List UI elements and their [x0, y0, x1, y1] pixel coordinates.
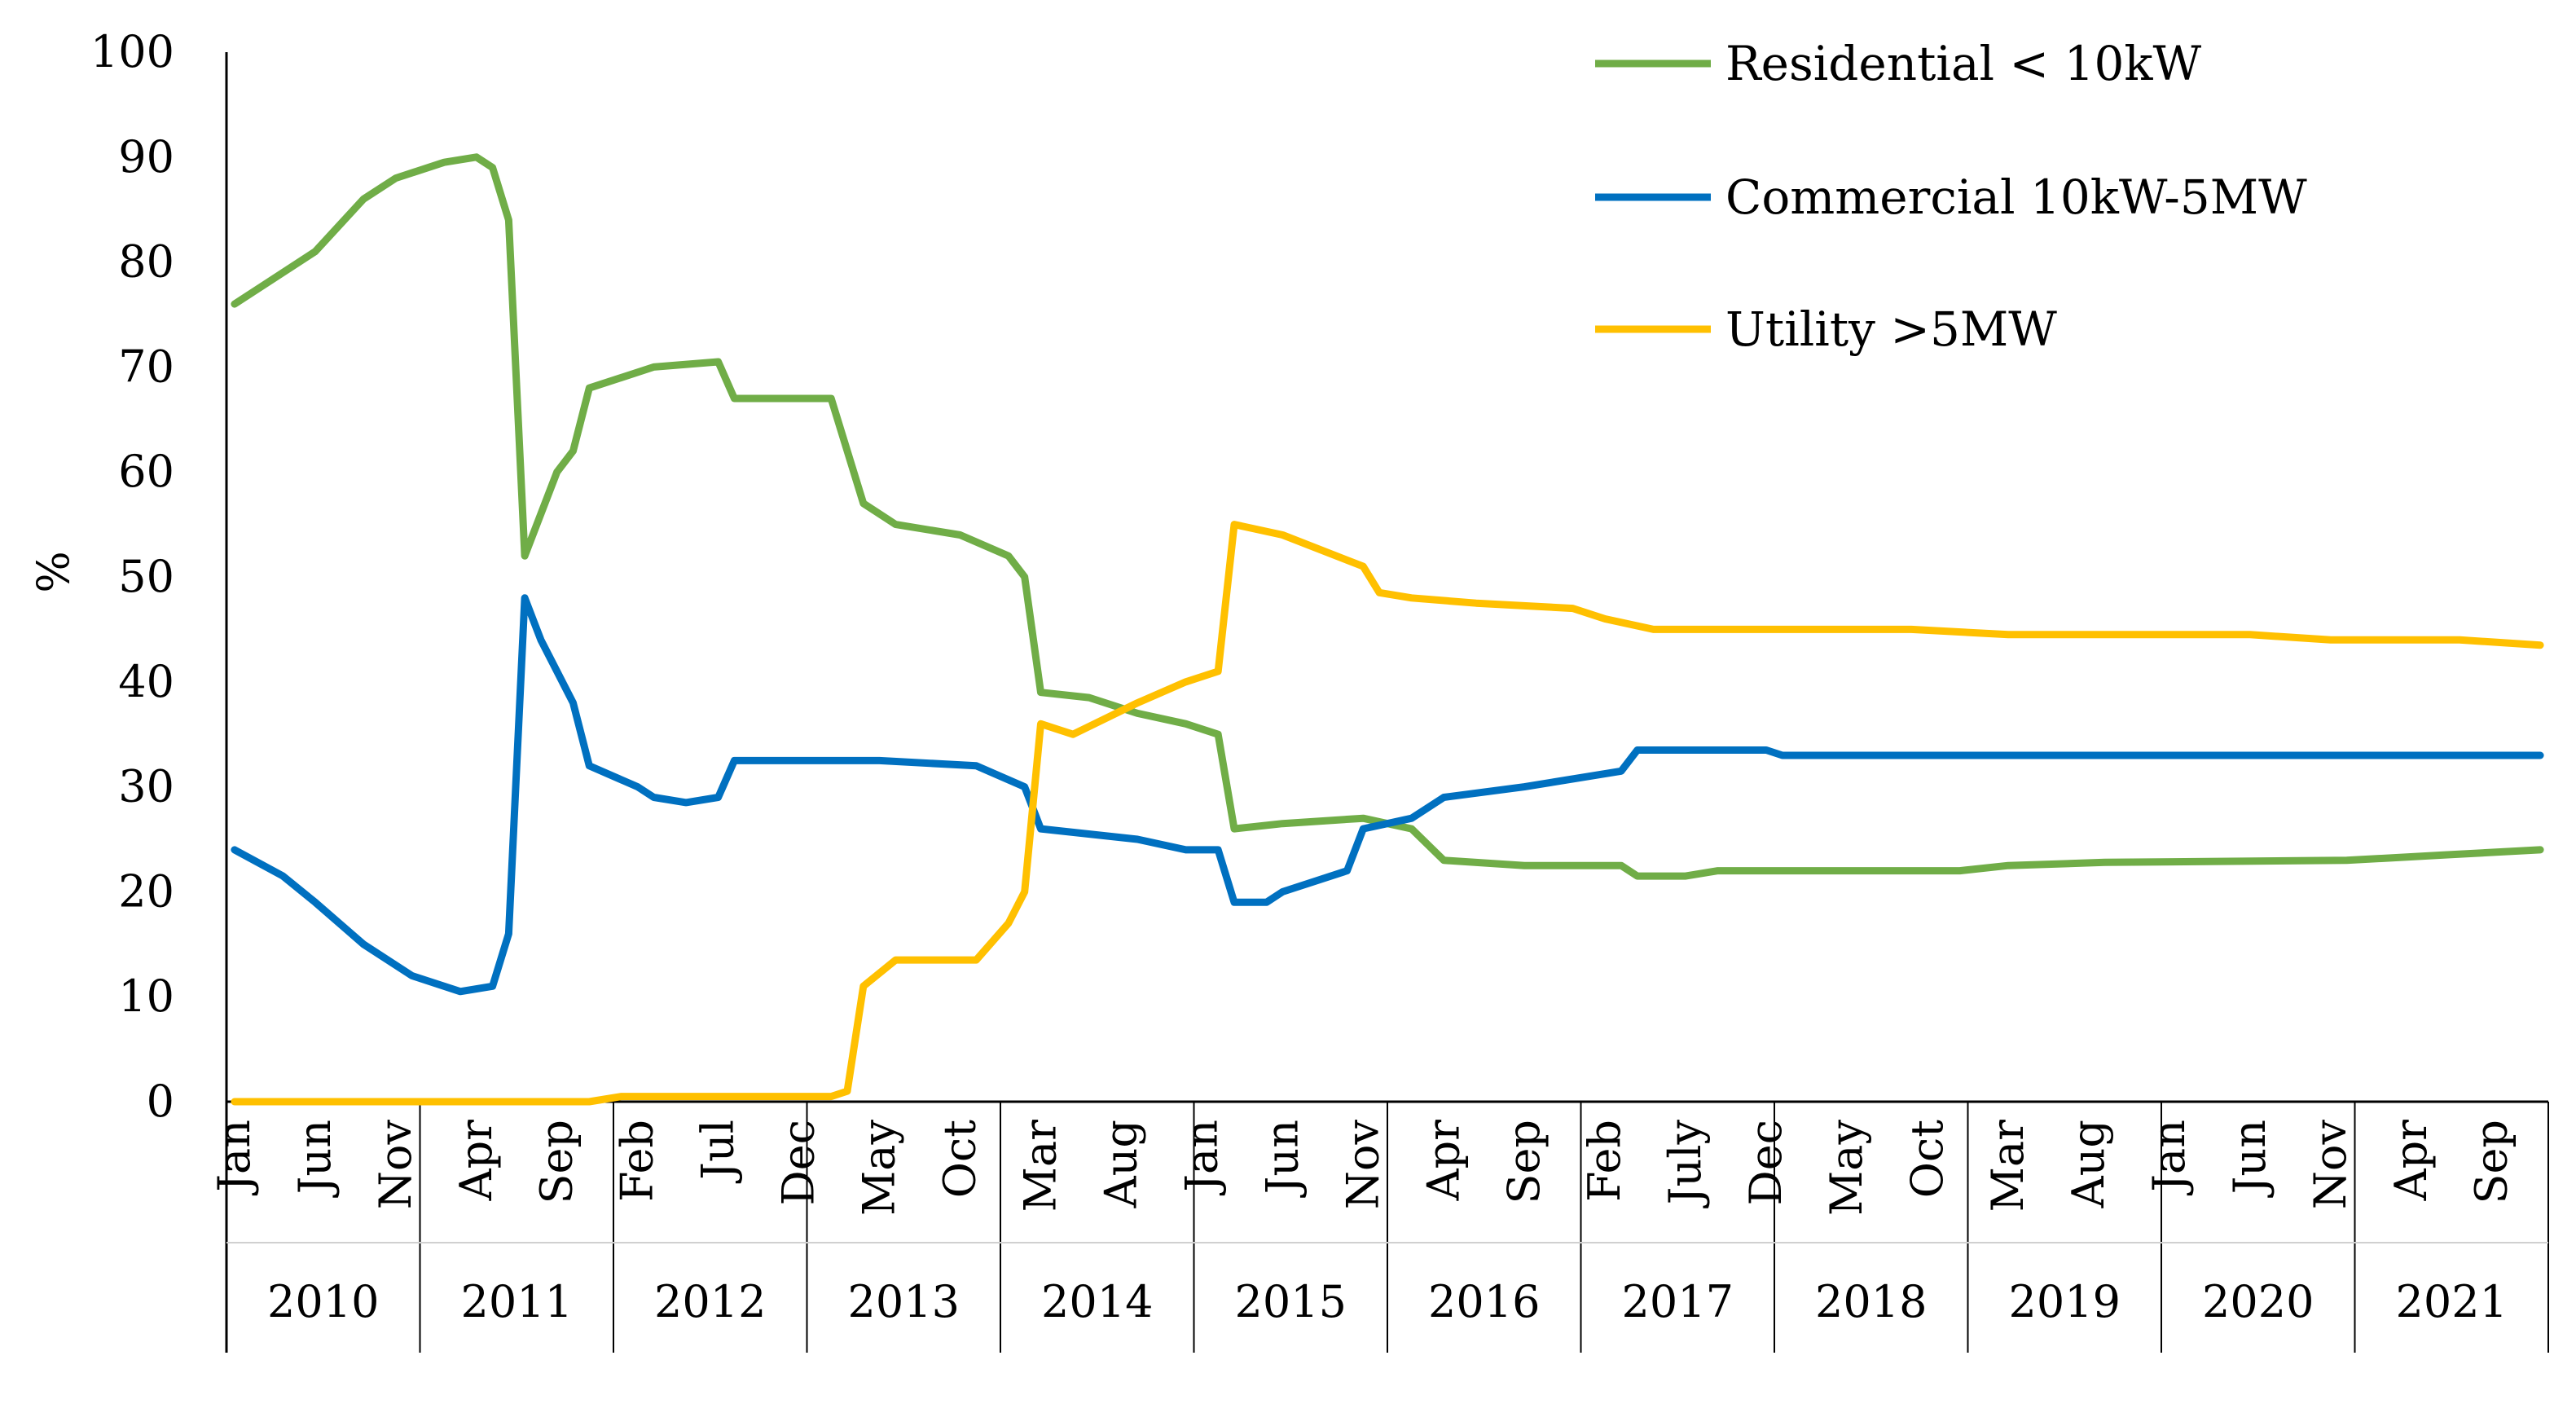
x-month-tick-label: July	[1659, 1120, 1711, 1209]
x-month-tick-label: Jan	[209, 1120, 260, 1196]
x-month-tick-label: Nov	[1337, 1120, 1388, 1210]
x-month-tick-label: Oct	[1901, 1120, 1953, 1199]
x-month-tick-labels: Jan Jun Nov Apr Sep Feb Jul Dec May Oct Mar Aug Jan J…	[209, 1120, 2517, 1216]
series-lines	[231, 153, 2544, 1106]
y-tick-label: 60	[118, 446, 174, 497]
legend-label-residential: Residential < 10kW	[1725, 36, 2202, 91]
x-year-tick-label: 2018	[1815, 1276, 1927, 1327]
x-year-tick-labels: 2010 2011 2012 2013 2014 2015 2016 2017 2018 2019…	[267, 1276, 2508, 1327]
x-month-tick-label: Jan	[2143, 1120, 2195, 1196]
legend-label-commercial: Commercial 10kW-5MW	[1725, 169, 2307, 225]
y-tick-label: 10	[118, 970, 174, 1022]
x-month-tick-label: Sep	[531, 1120, 582, 1204]
x-month-tick-label: Dec	[773, 1120, 824, 1206]
x-year-tick-label: 2017	[1622, 1276, 1734, 1327]
y-tick-label: 100	[90, 26, 174, 77]
x-year-tick-label: 2014	[1041, 1276, 1153, 1327]
x-year-tick-label: 2011	[461, 1276, 573, 1327]
x-month-tick-label: Jun	[1256, 1120, 1308, 1198]
x-axis-category-grid	[226, 1102, 2549, 1353]
x-year-tick-label: 2021	[2396, 1276, 2508, 1327]
x-year-tick-label: 2016	[1428, 1276, 1540, 1327]
y-tick-label: 70	[118, 341, 174, 392]
series-line-commercial	[231, 594, 2544, 996]
y-tick-labels: 0 10 20 30 40 50 60 70 80 90 100	[90, 26, 174, 1127]
y-tick-label: 20	[118, 865, 174, 917]
y-tick-label: 30	[118, 761, 174, 812]
x-month-tick-label: Mar	[1982, 1120, 2033, 1212]
y-tick-label: 80	[118, 236, 174, 288]
legend: Residential < 10kW Commercial 10kW-5MW U…	[1595, 36, 2307, 357]
legend-label-utility: Utility >5MW	[1725, 301, 2057, 357]
x-month-tick-label: Oct	[934, 1120, 986, 1199]
y-tick-label: 90	[118, 131, 174, 183]
x-year-tick-label: 2020	[2202, 1276, 2314, 1327]
x-year-tick-label: 2015	[1235, 1276, 1347, 1327]
x-month-tick-label: Jun	[2224, 1120, 2275, 1198]
x-month-tick-label: May	[1821, 1120, 1872, 1216]
x-month-tick-label: Nov	[2305, 1120, 2356, 1210]
x-month-tick-label: Jul	[692, 1120, 744, 1184]
series-line-residential	[231, 153, 2544, 880]
x-month-tick-label: Mar	[1014, 1120, 1066, 1212]
x-year-tick-label: 2013	[848, 1276, 960, 1327]
x-month-tick-label: Apr	[451, 1120, 502, 1202]
x-month-tick-label: Apr	[1418, 1120, 1469, 1202]
y-tick-label: 50	[118, 551, 174, 602]
x-month-tick-label: May	[854, 1120, 905, 1216]
y-axis-label: %	[28, 551, 79, 592]
y-tick-label: 40	[118, 656, 174, 707]
x-month-tick-label: Aug	[2063, 1120, 2114, 1208]
x-month-tick-label: Feb	[1579, 1120, 1630, 1202]
x-month-tick-label: Apr	[2385, 1120, 2437, 1202]
x-year-tick-label: 2010	[267, 1276, 379, 1327]
x-month-tick-label: Nov	[370, 1120, 421, 1210]
x-month-tick-label: Dec	[1740, 1120, 1791, 1206]
x-month-tick-label: Sep	[1498, 1120, 1550, 1204]
x-month-tick-label: Jan	[1176, 1120, 1227, 1196]
x-month-tick-label: Feb	[612, 1120, 663, 1202]
x-year-tick-label: 2019	[2009, 1276, 2121, 1327]
x-month-tick-label: Aug	[1095, 1120, 1146, 1208]
series-line-utility	[231, 521, 2544, 1106]
x-year-tick-label: 2012	[654, 1276, 766, 1327]
y-tick-label: 0	[147, 1076, 174, 1127]
x-month-tick-label: Jun	[289, 1120, 341, 1198]
x-month-tick-label: Sep	[2466, 1120, 2517, 1204]
